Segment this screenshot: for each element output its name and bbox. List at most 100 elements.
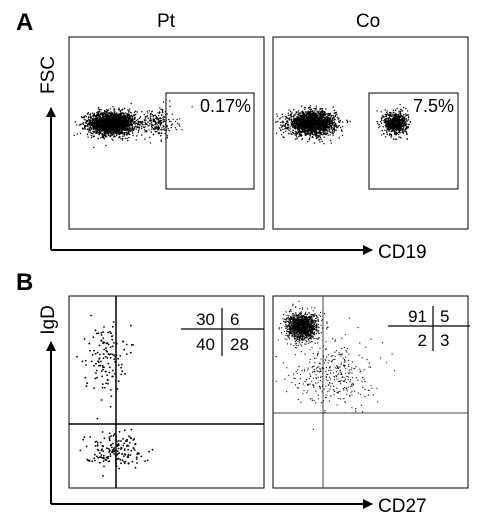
data-point — [159, 123, 162, 126]
data-point — [89, 116, 92, 118]
data-point — [331, 132, 333, 134]
data-point — [317, 136, 319, 139]
data-point — [392, 138, 395, 140]
data-point — [97, 106, 100, 109]
data-point — [113, 123, 115, 126]
data-point — [332, 128, 334, 130]
data-point — [306, 131, 308, 134]
data-point — [171, 113, 173, 116]
data-point — [307, 115, 309, 118]
data-point — [407, 117, 410, 119]
data-point — [127, 116, 129, 119]
data-point — [97, 124, 100, 126]
data-point — [400, 129, 402, 131]
data-point — [402, 118, 404, 120]
data-point — [104, 128, 107, 131]
data-point — [94, 127, 97, 129]
data-point — [321, 117, 324, 119]
data-point — [156, 127, 158, 129]
data-point — [103, 124, 105, 126]
data-point — [157, 121, 159, 124]
data-point — [290, 119, 292, 121]
data-point — [293, 117, 295, 119]
data-point — [334, 114, 337, 117]
data-point — [103, 121, 105, 124]
data-point — [92, 135, 94, 137]
data-point — [101, 129, 104, 132]
data-point — [104, 123, 107, 125]
data-point — [158, 132, 161, 135]
data-point — [156, 124, 158, 126]
data-point — [92, 126, 94, 129]
data-point — [138, 120, 140, 123]
data-point — [134, 120, 136, 123]
data-point — [90, 127, 93, 129]
data-point — [86, 128, 89, 130]
data-point — [404, 124, 407, 127]
data-point — [127, 132, 130, 134]
data-point — [403, 106, 405, 109]
data-point — [379, 121, 382, 123]
data-point — [301, 112, 303, 114]
data-point — [288, 132, 290, 135]
data-point — [304, 111, 307, 113]
plot-title-co: Co — [356, 11, 380, 32]
data-point — [116, 119, 118, 121]
data-point — [102, 115, 105, 117]
data-point — [119, 118, 122, 121]
data-point — [147, 125, 149, 127]
data-point — [124, 137, 127, 139]
data-point — [122, 135, 124, 138]
data-point — [318, 113, 320, 115]
data-point — [110, 120, 112, 123]
data-point — [287, 122, 289, 124]
data-point — [113, 121, 115, 124]
data-point — [291, 115, 293, 118]
data-point — [169, 105, 171, 108]
data-point — [331, 129, 334, 132]
data-point — [146, 131, 148, 133]
data-point — [104, 126, 106, 128]
data-point — [162, 121, 165, 123]
data-point — [96, 117, 99, 119]
data-point — [315, 105, 318, 108]
data-point — [304, 132, 307, 134]
data-point — [309, 115, 311, 117]
data-point — [305, 130, 308, 132]
data-point — [112, 114, 115, 117]
data-point — [307, 110, 310, 113]
data-point — [122, 133, 124, 135]
data-point — [298, 119, 300, 122]
data-point — [297, 121, 299, 123]
data-point — [323, 122, 326, 124]
data-point — [333, 116, 335, 118]
data-point — [107, 124, 109, 126]
data-point — [105, 127, 108, 129]
data-point — [126, 123, 128, 126]
data-point — [394, 114, 396, 116]
data-point — [311, 110, 314, 112]
data-point — [292, 125, 294, 127]
data-point — [292, 115, 295, 118]
data-point — [280, 126, 283, 128]
data-point — [78, 124, 81, 126]
data-point — [135, 139, 137, 141]
data-point — [127, 140, 129, 142]
data-point — [119, 124, 122, 127]
data-point — [333, 112, 335, 114]
data-point — [401, 122, 403, 124]
data-point — [93, 131, 95, 133]
data-point — [104, 127, 106, 129]
data-point — [346, 121, 349, 124]
data-point — [340, 126, 342, 129]
data-point — [405, 107, 407, 110]
data-point — [90, 119, 92, 122]
data-point — [383, 132, 385, 135]
data-point — [324, 128, 326, 130]
data-point — [309, 125, 311, 127]
data-point — [98, 110, 101, 112]
data-point — [97, 111, 100, 114]
data-point — [93, 112, 96, 115]
data-point — [325, 125, 328, 127]
data-point — [322, 128, 324, 130]
